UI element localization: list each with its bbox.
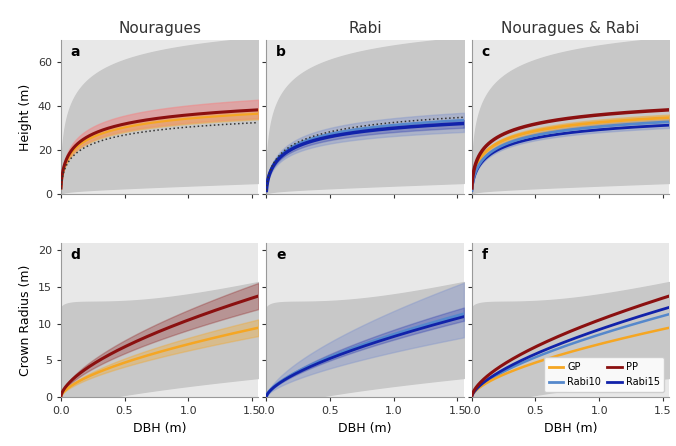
Text: d: d — [71, 248, 80, 262]
Title: Nouragues: Nouragues — [118, 21, 201, 36]
Y-axis label: Crown Radius (m): Crown Radius (m) — [19, 264, 32, 376]
Legend: GP, Rabi10, PP, Rabi15: GP, Rabi10, PP, Rabi15 — [544, 358, 665, 392]
Text: f: f — [481, 248, 487, 262]
X-axis label: DBH (m): DBH (m) — [338, 421, 392, 434]
Text: e: e — [276, 248, 286, 262]
Text: a: a — [71, 45, 80, 59]
X-axis label: DBH (m): DBH (m) — [544, 421, 597, 434]
Text: b: b — [276, 45, 286, 59]
X-axis label: DBH (m): DBH (m) — [133, 421, 187, 434]
Y-axis label: Height (m): Height (m) — [19, 83, 32, 151]
Title: Nouragues & Rabi: Nouragues & Rabi — [502, 21, 639, 36]
Text: c: c — [481, 45, 490, 59]
Title: Rabi: Rabi — [348, 21, 382, 36]
